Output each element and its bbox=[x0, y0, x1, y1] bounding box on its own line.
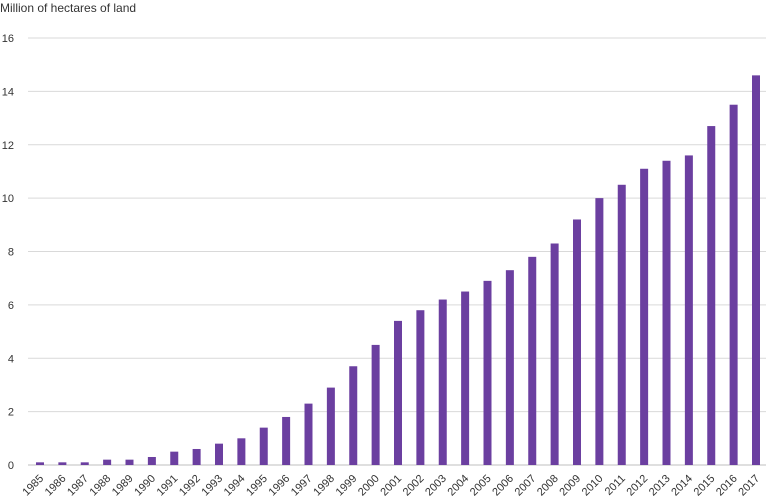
bar-2014 bbox=[684, 155, 693, 466]
x-tick-label: 2017 bbox=[736, 473, 762, 499]
bar-1986 bbox=[58, 462, 67, 465]
x-tick-label: 1997 bbox=[289, 473, 315, 499]
bar-1988 bbox=[103, 459, 112, 465]
x-tick-label: 1989 bbox=[110, 473, 136, 499]
x-tick-label: 1994 bbox=[222, 473, 248, 499]
y-axis-ticks: 0 2 4 6 8 10 12 14 16 bbox=[2, 33, 14, 472]
bar-2007 bbox=[528, 256, 537, 465]
bar-2000 bbox=[371, 344, 380, 465]
x-tick-label: 2013 bbox=[647, 473, 673, 499]
y-tick-label: 6 bbox=[8, 300, 14, 312]
bar-1995 bbox=[259, 427, 268, 465]
x-tick-label: 2005 bbox=[468, 473, 494, 499]
bar-2006 bbox=[505, 270, 514, 465]
x-tick-label: 1998 bbox=[311, 473, 337, 499]
x-tick-label: 2000 bbox=[356, 473, 382, 499]
x-tick-label: 1987 bbox=[65, 473, 91, 499]
x-tick-label: 2001 bbox=[378, 473, 404, 499]
x-tick-label: 2008 bbox=[535, 473, 561, 499]
bar-2012 bbox=[640, 168, 649, 466]
bar-2010 bbox=[595, 198, 604, 465]
gridlines bbox=[28, 37, 766, 466]
y-tick-label: 0 bbox=[8, 460, 14, 472]
bar-2017 bbox=[752, 75, 760, 466]
x-tick-label: 2011 bbox=[603, 473, 628, 498]
x-tick-label: 1986 bbox=[43, 473, 69, 499]
bar-1991 bbox=[170, 451, 179, 465]
y-tick-label: 8 bbox=[8, 247, 14, 259]
y-axis-title: Million of hectares of land bbox=[0, 1, 136, 15]
y-tick-label: 4 bbox=[8, 353, 14, 365]
bar-2003 bbox=[438, 299, 447, 465]
x-tick-label: 2015 bbox=[692, 473, 718, 499]
x-tick-label: 2010 bbox=[580, 473, 606, 499]
bar-1992 bbox=[192, 448, 201, 465]
y-tick-label: 14 bbox=[2, 86, 14, 98]
bar-1985 bbox=[36, 462, 44, 465]
bar-1997 bbox=[304, 403, 313, 465]
bars bbox=[36, 75, 760, 466]
bar-2004 bbox=[461, 291, 470, 465]
x-tick-label: 1993 bbox=[199, 473, 225, 499]
bar-1989 bbox=[125, 459, 134, 465]
x-tick-label: 2012 bbox=[625, 473, 651, 499]
bar-2002 bbox=[416, 310, 425, 465]
bar-1990 bbox=[147, 456, 156, 465]
bar-2016 bbox=[729, 104, 738, 465]
x-tick-label: 2002 bbox=[401, 473, 427, 499]
x-tick-label: 1991 bbox=[155, 473, 181, 499]
y-tick-label: 12 bbox=[2, 140, 14, 152]
bar-2009 bbox=[573, 219, 581, 465]
x-tick-label: 2006 bbox=[490, 473, 516, 499]
x-tick-label: 1990 bbox=[132, 473, 158, 499]
bar-1998 bbox=[326, 387, 335, 465]
bar-2015 bbox=[707, 126, 716, 465]
x-tick-label: 2014 bbox=[669, 473, 695, 499]
bar-1993 bbox=[215, 443, 223, 465]
bar-1994 bbox=[237, 438, 246, 465]
bar-2008 bbox=[550, 243, 559, 465]
y-tick-label: 2 bbox=[8, 407, 14, 419]
bar-1996 bbox=[282, 416, 291, 465]
x-tick-label: 1995 bbox=[244, 473, 270, 499]
bar-2005 bbox=[483, 280, 492, 465]
x-tick-label: 1988 bbox=[88, 473, 114, 499]
bar-1987 bbox=[80, 462, 89, 465]
x-tick-label: 1985 bbox=[20, 473, 46, 499]
bar-2011 bbox=[617, 184, 626, 465]
y-tick-label: 16 bbox=[2, 33, 14, 45]
x-axis-ticks: 1985198619871988198919901991199219931994… bbox=[20, 473, 762, 499]
x-tick-label: 2007 bbox=[513, 473, 539, 499]
x-tick-label: 1992 bbox=[177, 473, 203, 499]
x-tick-label: 2003 bbox=[423, 473, 449, 499]
bar-1999 bbox=[349, 366, 358, 465]
bar-2013 bbox=[662, 160, 671, 465]
bar-2001 bbox=[394, 320, 402, 465]
x-tick-label: 1996 bbox=[267, 473, 293, 499]
y-tick-label: 10 bbox=[2, 193, 14, 205]
x-tick-label: 2016 bbox=[714, 473, 740, 499]
x-tick-label: 2004 bbox=[446, 473, 472, 499]
x-tick-label: 2009 bbox=[557, 473, 583, 499]
x-tick-label: 1999 bbox=[334, 473, 360, 499]
